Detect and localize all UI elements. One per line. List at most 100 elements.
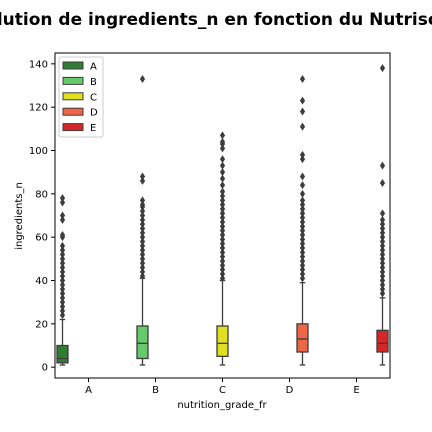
outlier-point: [59, 298, 66, 307]
outlier-point: [379, 267, 386, 276]
outlier-point: [219, 181, 226, 190]
outlier-point: [299, 155, 306, 164]
outlier-point: [299, 274, 306, 283]
outlier-point: [219, 196, 226, 205]
outlier-point: [59, 302, 66, 311]
outlier-point: [299, 209, 306, 218]
y-tick-label: 60: [35, 233, 48, 244]
legend-label: C: [90, 92, 97, 103]
outlier-point: [379, 259, 386, 268]
outlier-point: [299, 107, 306, 116]
outlier-point: [59, 194, 66, 203]
legend-label: A: [90, 62, 97, 73]
outlier-point: [299, 213, 306, 222]
legend-swatch: [62, 61, 84, 70]
outlier-point: [299, 189, 306, 198]
outlier-point: [299, 257, 306, 265]
outlier-point: [59, 311, 66, 320]
outlier-point: [139, 263, 146, 272]
outlier-point: [379, 237, 386, 246]
outlier-point: [139, 215, 146, 224]
outlier-point: [299, 239, 306, 248]
outlier-point: [299, 235, 306, 244]
y-tick-label: 100: [29, 146, 48, 157]
outlier-point: [139, 207, 146, 216]
outlier-point: [219, 144, 226, 153]
outlier-point: [379, 241, 386, 250]
outlier-point: [59, 254, 66, 263]
outlier-point: [139, 224, 146, 233]
box-d: [296, 75, 309, 366]
y-axis-label: ingredients_n: [14, 182, 25, 250]
outlier-point: [379, 220, 386, 229]
outlier-point: [379, 64, 386, 73]
outlier-point: [299, 122, 306, 131]
legend-label: D: [90, 108, 98, 119]
outlier-point: [59, 241, 66, 250]
outlier-point: [379, 289, 386, 298]
outlier-point: [139, 233, 146, 242]
outlier-point: [59, 211, 66, 220]
outlier-point: [139, 259, 146, 268]
outlier-point: [139, 228, 146, 237]
box-iqr: [136, 325, 149, 360]
box-a: [56, 194, 69, 366]
outlier-point: [59, 306, 66, 315]
outlier-point: [379, 233, 386, 242]
box-iqr: [216, 325, 229, 357]
outlier-point: [379, 161, 386, 170]
outlier-point: [219, 252, 226, 261]
box-e: [376, 64, 389, 366]
outlier-point: [299, 226, 306, 235]
legend-label: B: [90, 77, 97, 88]
outlier-point: [219, 161, 226, 170]
outlier-point: [219, 218, 226, 226]
outlier-point: [219, 257, 226, 265]
outlier-point: [219, 200, 226, 209]
outlier-point: [139, 200, 146, 209]
outlier-point: [379, 272, 386, 281]
outlier-point: [219, 168, 226, 177]
y-tick-label: 0: [42, 363, 48, 374]
outlier-point: [299, 172, 306, 181]
outlier-point: [219, 213, 226, 222]
outlier-point: [299, 265, 306, 274]
x-tick-label: B: [152, 385, 159, 396]
outlier-point: [379, 246, 386, 255]
outlier-point: [219, 155, 226, 164]
outlier-point: [379, 224, 386, 233]
x-tick-label: C: [219, 385, 226, 396]
outlier-point: [139, 250, 146, 259]
outlier-point: [219, 192, 226, 200]
outlier-point: [379, 250, 386, 259]
outlier-point: [219, 239, 226, 248]
outlier-point: [299, 252, 306, 261]
outlier-point: [59, 272, 66, 281]
box-iqr: [376, 329, 389, 353]
outlier-point: [219, 226, 226, 235]
outlier-point: [299, 248, 306, 257]
outlier-point: [379, 285, 386, 294]
outlier-point: [59, 215, 66, 224]
outlier-point: [379, 215, 386, 224]
outlier-point: [59, 198, 66, 207]
outlier-point: [139, 254, 146, 263]
outlier-point: [139, 172, 146, 181]
outlier-point: [379, 276, 386, 285]
legend-item-c: C: [62, 92, 97, 103]
y-tick-label: 120: [29, 103, 48, 114]
outlier-point: [219, 187, 226, 196]
boxes-layer: [56, 64, 389, 366]
outlier-point: [219, 205, 226, 213]
outlier-point: [299, 196, 306, 205]
outlier-point: [139, 272, 146, 281]
outlier-point: [219, 174, 226, 183]
outlier-point: [219, 270, 226, 278]
legend-swatch: [62, 76, 84, 85]
outlier-point: [219, 274, 226, 283]
outlier-point: [219, 265, 226, 274]
x-axis-label: nutrition_grade_fr: [177, 400, 267, 411]
box-iqr: [56, 344, 69, 364]
outlier-point: [219, 131, 226, 140]
